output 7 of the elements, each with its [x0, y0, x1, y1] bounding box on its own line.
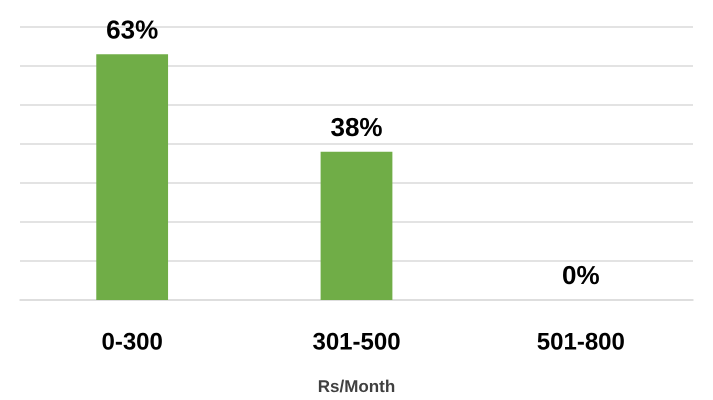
x-tick-label: 301-500	[312, 328, 401, 356]
data-label: 38%	[330, 112, 383, 142]
data-label: 63%	[106, 14, 158, 44]
x-tick-label: 0-300	[101, 328, 163, 356]
x-tick-label: 501-800	[536, 328, 625, 356]
data-label: 0%	[562, 260, 600, 290]
x-axis-title: Rs/Month	[318, 377, 396, 396]
